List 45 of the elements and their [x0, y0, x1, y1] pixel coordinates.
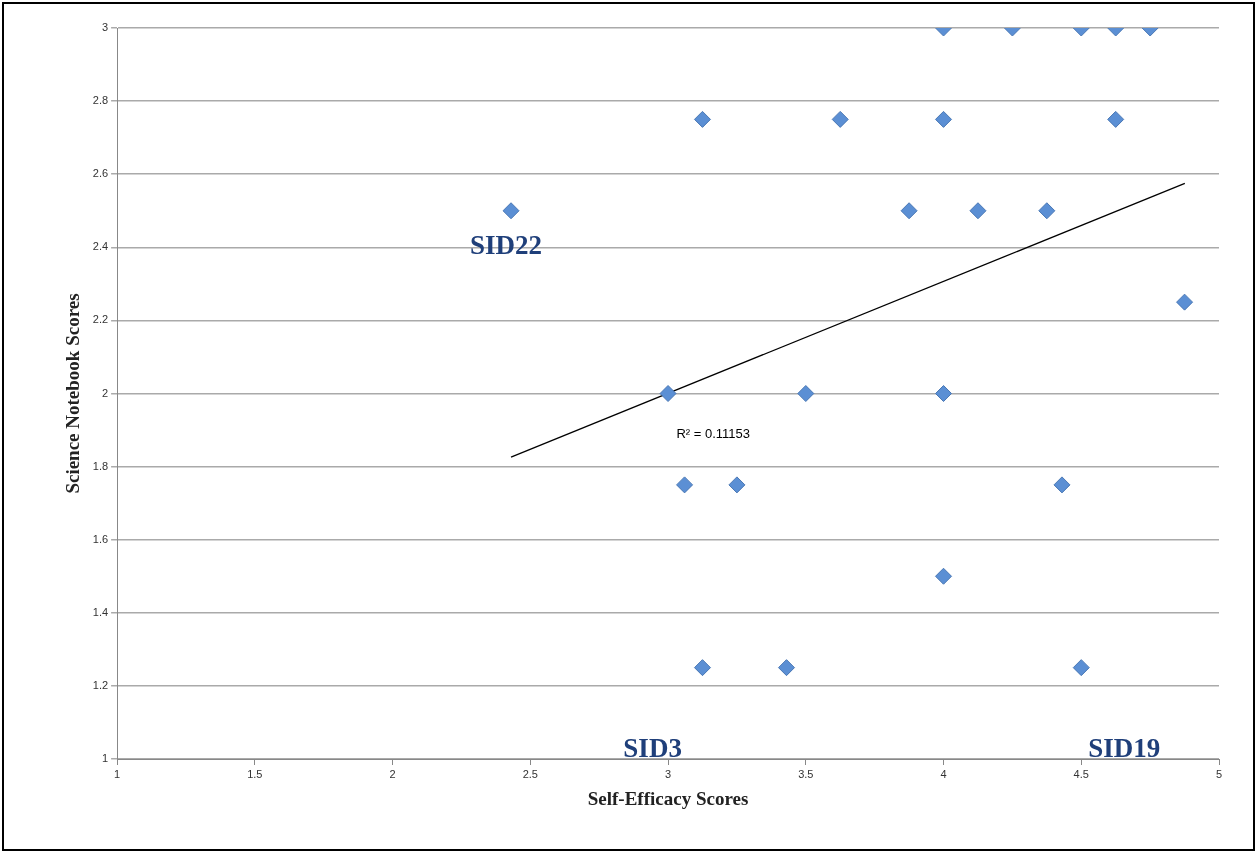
point: [1072, 659, 1090, 677]
annotation: SID19: [1088, 733, 1161, 764]
y-tick-label: 1.2: [92, 678, 109, 691]
point: [693, 659, 711, 677]
x-tick-label: 4.5: [1073, 767, 1089, 780]
y-tick-label: 3: [101, 21, 109, 34]
x-tick-label: 2: [389, 767, 396, 780]
y-tick-label: 2: [101, 386, 109, 399]
y-tick-label: 2.8: [92, 94, 109, 107]
point: [900, 202, 918, 220]
point: [676, 476, 694, 494]
y-tick-label: 2.2: [92, 313, 109, 326]
y-tick-label: 2.6: [92, 167, 109, 180]
y-tick-label: 1.6: [92, 532, 109, 545]
point: [969, 202, 987, 220]
x-tick-label: 5: [1215, 767, 1223, 780]
point: [693, 110, 711, 128]
annotation: SID3: [623, 733, 682, 764]
point: [659, 385, 677, 402]
x-tick-label: 1.5: [247, 767, 263, 780]
point: [1038, 202, 1056, 220]
y-tick-label: 1: [101, 752, 109, 765]
y-axis-title: Science Notebook Scores: [62, 293, 84, 494]
point: [797, 385, 815, 402]
point: [1176, 293, 1194, 311]
x-tick-label: 4: [940, 767, 947, 780]
point: [778, 659, 795, 677]
annotation: SID22: [470, 229, 543, 260]
point: [502, 202, 520, 220]
x-tick-label: 3: [664, 767, 672, 780]
annotation: R² = 0.11153: [676, 426, 751, 442]
x-axis-title: Self-Efficacy Scores: [587, 787, 749, 809]
x-tick-label: 2.5: [522, 767, 538, 780]
point: [1053, 476, 1071, 494]
point: [831, 110, 849, 128]
point: [935, 385, 953, 402]
point: [1107, 110, 1125, 128]
x-tick-label: 3.5: [798, 767, 814, 780]
y-tick-label: 2.4: [92, 240, 109, 253]
y-tick-label: 1.8: [92, 459, 109, 472]
point: [935, 110, 953, 128]
point: [728, 476, 746, 494]
x-tick-label: 1: [114, 767, 121, 780]
y-tick-label: 1.4: [92, 605, 109, 618]
point: [935, 567, 953, 585]
